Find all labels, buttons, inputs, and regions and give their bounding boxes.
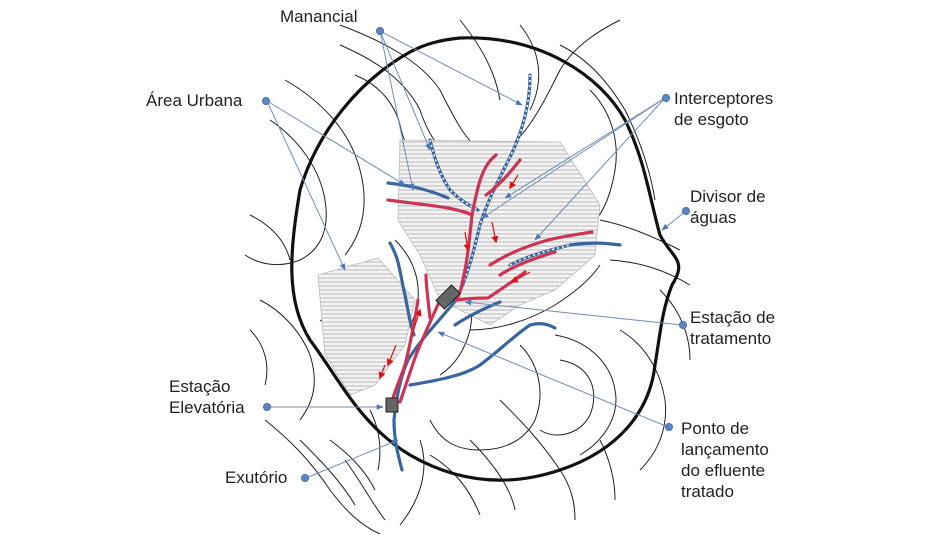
contour-line bbox=[249, 329, 268, 386]
leader-ponto-lancamento bbox=[437, 331, 669, 428]
label-estacao-tratamento-line1: Estação de bbox=[690, 308, 776, 327]
label-area-urbana: Área Urbana bbox=[146, 91, 243, 110]
leader-interceptores bbox=[504, 97, 666, 199]
leader-area-urbana bbox=[266, 100, 406, 186]
contour-lines bbox=[244, 19, 691, 535]
contour-line bbox=[539, 359, 595, 436]
label-ponto-line1: Ponto de bbox=[681, 419, 750, 438]
interceptor-markings bbox=[429, 74, 571, 301]
river-tributary bbox=[386, 181, 450, 200]
label-estacao-tratamento-line2: tratamento bbox=[690, 329, 772, 348]
sewer-line bbox=[488, 230, 594, 267]
sewer-line bbox=[470, 153, 498, 217]
label-interceptores-line1: Interceptores bbox=[674, 89, 774, 108]
river-tributary bbox=[408, 321, 557, 387]
flow-arrow bbox=[510, 271, 531, 283]
label-divisor-aguas: Divisor de águas bbox=[690, 186, 766, 228]
dot-estacao-tratamento bbox=[679, 320, 688, 329]
leader-lines bbox=[266, 30, 687, 479]
contour-line bbox=[619, 329, 667, 471]
flow-arrow bbox=[491, 221, 499, 244]
flow-arrow bbox=[463, 231, 471, 252]
contour-line bbox=[609, 259, 691, 286]
sewer-line bbox=[398, 298, 442, 404]
leader-area-urbana bbox=[266, 100, 346, 271]
contour-line bbox=[399, 439, 425, 526]
contour-line bbox=[499, 399, 576, 521]
interceptor-marking bbox=[429, 139, 479, 211]
contour-line bbox=[284, 79, 365, 256]
contour-line bbox=[369, 409, 381, 471]
dot-exutorio bbox=[300, 473, 309, 482]
leader-divisor bbox=[661, 210, 687, 231]
leader-interceptores bbox=[481, 97, 666, 219]
sewer-interceptors bbox=[386, 153, 594, 404]
leader-dots bbox=[261, 26, 691, 482]
sewer-line bbox=[424, 273, 432, 320]
interceptor-marking bbox=[509, 244, 571, 266]
watershed-boundary bbox=[290, 36, 681, 482]
label-ponto-line2: lançamento bbox=[681, 440, 769, 459]
contour-line bbox=[559, 44, 656, 201]
label-estacao-tratamento: Estação de tratamento bbox=[690, 307, 775, 349]
contour-line bbox=[329, 439, 376, 491]
contour-line bbox=[459, 19, 501, 101]
dot-estacao-elevatoria bbox=[262, 402, 271, 411]
river-tributary bbox=[508, 241, 622, 267]
contour-line bbox=[469, 264, 601, 331]
dot-divisor bbox=[682, 206, 691, 215]
sewer-line bbox=[498, 250, 557, 277]
label-ponto-lancamento: Ponto de lançamento do efluente tratado bbox=[681, 418, 769, 502]
flow-arrow bbox=[411, 308, 422, 336]
label-ponto-line4: tratado bbox=[681, 482, 734, 501]
contour-line bbox=[299, 439, 356, 506]
contour-line bbox=[429, 454, 481, 516]
label-estacao-elevatoria: Estação Elevatória bbox=[169, 376, 245, 418]
contour-line bbox=[519, 24, 540, 111]
pumping-station bbox=[385, 397, 399, 413]
label-manancial: Manancial bbox=[280, 7, 358, 26]
flow-arrows bbox=[378, 174, 531, 380]
label-estacao-elevatoria-line2: Elevatória bbox=[169, 398, 245, 417]
contour-line bbox=[344, 459, 386, 521]
leader-exutorio bbox=[305, 439, 399, 479]
dot-area-urbana bbox=[261, 97, 270, 106]
contour-line bbox=[554, 334, 617, 456]
label-estacao-elevatoria-line1: Estação bbox=[169, 377, 231, 396]
dot-interceptores bbox=[662, 94, 671, 103]
dot-manancial bbox=[375, 26, 384, 35]
contour-line bbox=[264, 419, 381, 535]
contour-line bbox=[249, 214, 291, 261]
sewer-line bbox=[390, 298, 420, 404]
leader-interceptores bbox=[534, 97, 666, 241]
leader-manancial bbox=[379, 30, 523, 106]
leader-manancial bbox=[379, 30, 431, 151]
leader-estacao-tratamento bbox=[464, 299, 683, 326]
contour-line bbox=[469, 439, 516, 511]
sewer-line bbox=[386, 198, 474, 217]
flow-arrow bbox=[386, 344, 397, 367]
label-exutorio: Exutório bbox=[225, 468, 288, 487]
sewer-line bbox=[484, 158, 522, 197]
contour-line bbox=[259, 299, 315, 421]
label-divisor-line1: Divisor de bbox=[690, 187, 766, 206]
contour-line bbox=[429, 344, 541, 451]
river-tributary bbox=[388, 241, 416, 337]
dot-ponto-lancamento bbox=[665, 422, 674, 431]
label-interceptores-line2: de esgoto bbox=[674, 110, 749, 129]
leader-manancial bbox=[379, 30, 415, 191]
label-divisor-line2: águas bbox=[690, 208, 737, 227]
interceptor-marking bbox=[455, 74, 531, 301]
treatment-station bbox=[435, 284, 461, 310]
label-interceptores: Interceptores de esgoto bbox=[674, 88, 773, 130]
flow-arrow bbox=[509, 174, 519, 190]
contour-line bbox=[599, 439, 616, 501]
label-ponto-line3: do efluente bbox=[681, 461, 766, 480]
contour-line bbox=[599, 219, 681, 251]
flow-arrow bbox=[378, 364, 386, 380]
river-tributary bbox=[453, 300, 502, 327]
